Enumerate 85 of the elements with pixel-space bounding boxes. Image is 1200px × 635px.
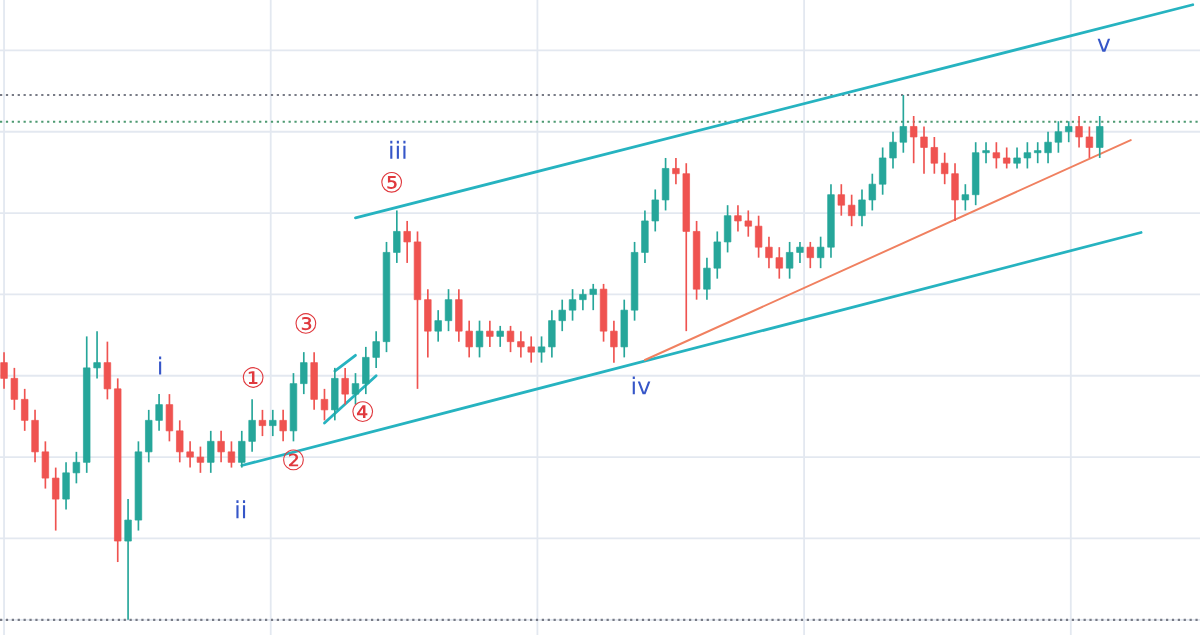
candlestick <box>765 235 773 270</box>
candlestick <box>868 172 876 212</box>
candlestick <box>858 188 866 228</box>
candlestick <box>589 283 597 311</box>
candlestick <box>496 325 504 348</box>
candlestick <box>1013 146 1021 170</box>
candlestick <box>486 319 494 348</box>
candlestick <box>393 209 401 264</box>
candlestick <box>0 351 8 390</box>
candlestick <box>744 209 752 238</box>
candlestick <box>920 125 928 175</box>
candlestick <box>403 220 411 264</box>
candlestick <box>672 157 680 186</box>
candlestick <box>279 409 287 443</box>
candlestick <box>1085 125 1094 159</box>
candlestick <box>465 319 473 359</box>
candlestick <box>1065 120 1073 144</box>
candlestick <box>1034 141 1042 165</box>
candlestick <box>910 115 918 165</box>
candlestick <box>754 214 763 259</box>
candlestick <box>372 330 380 369</box>
candlestick <box>775 246 783 280</box>
annotation: iv <box>632 376 651 395</box>
candlestick <box>527 335 535 364</box>
candlestick <box>847 193 856 228</box>
candlestick <box>992 141 1001 170</box>
candlestick <box>837 183 845 217</box>
candlestick <box>341 367 349 406</box>
annotation: ⑤ <box>381 171 403 193</box>
candlestick <box>72 451 81 485</box>
candlestick <box>475 319 484 359</box>
candlestick <box>10 367 19 411</box>
candlestick <box>703 256 711 301</box>
candlestick <box>816 235 825 270</box>
candlestick <box>227 440 236 469</box>
candlestick <box>155 393 163 432</box>
candlestick <box>1054 120 1063 154</box>
candlestick <box>434 309 442 343</box>
annotation: i <box>159 356 162 375</box>
candlestick <box>982 141 990 165</box>
candlestick <box>186 440 194 469</box>
annotation: ③ <box>295 313 317 334</box>
candlestick <box>796 241 804 264</box>
annotation: ① <box>242 367 264 388</box>
candlestick <box>558 298 566 332</box>
annotation: ii <box>236 500 246 519</box>
annotation: ② <box>283 449 304 471</box>
candlestick <box>52 466 60 532</box>
candlestick <box>930 136 938 175</box>
candlestick <box>961 183 970 212</box>
candlestick <box>444 288 453 332</box>
candlestick <box>269 409 277 437</box>
candlestick <box>217 430 225 464</box>
candlestick <box>1023 141 1032 170</box>
candlestick <box>124 498 132 621</box>
annotation: ④ <box>352 401 374 422</box>
candlestick <box>248 398 256 453</box>
candlestick <box>579 288 587 311</box>
candlestick <box>651 188 659 233</box>
candlestick <box>537 335 546 364</box>
candlestick <box>517 330 525 359</box>
candlestick <box>899 94 907 154</box>
candlestick <box>734 204 742 233</box>
candlestick <box>785 241 794 280</box>
candlestick <box>258 409 267 437</box>
candlestick <box>238 430 246 469</box>
candlestick <box>320 388 329 422</box>
candlestick <box>806 241 814 270</box>
candlestick <box>176 419 184 464</box>
candlestick <box>1044 130 1052 165</box>
candlestick <box>196 445 205 474</box>
annotation: iii <box>390 140 406 159</box>
candlestick <box>506 325 515 353</box>
text: v <box>1097 38 1111 52</box>
candlestick <box>300 351 308 395</box>
candlestick <box>1075 115 1083 149</box>
candlestick <box>1003 146 1011 170</box>
candlestick <box>889 130 897 170</box>
candlestick <box>941 151 949 186</box>
candlestick <box>568 288 577 322</box>
candlestick <box>610 319 618 364</box>
candlestick <box>207 430 215 474</box>
candlestick <box>1096 115 1104 159</box>
candlestick <box>93 330 101 380</box>
candlestick <box>21 388 29 432</box>
